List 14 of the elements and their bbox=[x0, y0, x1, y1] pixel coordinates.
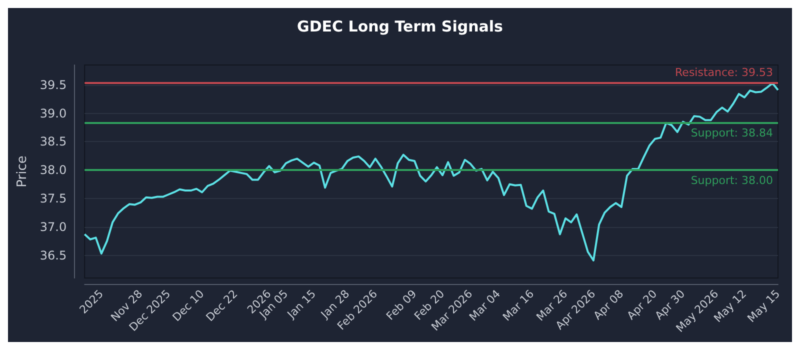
ref-line-label: Support: 38.00 bbox=[690, 174, 773, 188]
x-tick-label: Mar 16 bbox=[500, 287, 537, 324]
ref-line-label: Support: 38.84 bbox=[690, 126, 773, 140]
chart-title: GDEC Long Term Signals bbox=[297, 18, 504, 36]
ref-line-label: Resistance: 39.53 bbox=[675, 66, 773, 80]
y-tick-label: 39.5 bbox=[40, 78, 67, 92]
y-axis-title: Price bbox=[15, 156, 30, 188]
y-tick-label: 38.5 bbox=[40, 134, 67, 149]
y-tick-label: 38.0 bbox=[40, 163, 67, 178]
y-tick-label: 37.5 bbox=[40, 191, 67, 206]
line-series bbox=[84, 82, 779, 262]
y-tick-label: 39.0 bbox=[40, 106, 67, 120]
y-tick-label: 36.5 bbox=[40, 248, 67, 262]
y-tick-label: 37.0 bbox=[40, 220, 67, 234]
